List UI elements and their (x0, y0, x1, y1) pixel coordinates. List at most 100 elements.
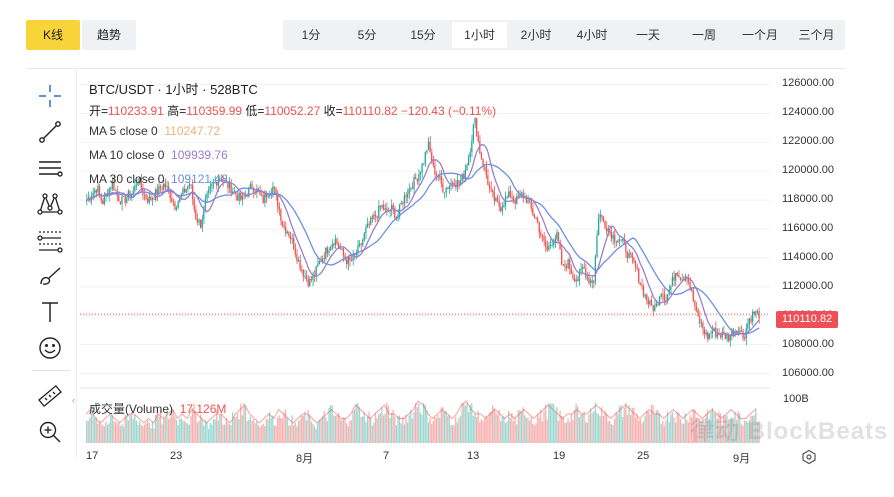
candle-body (333, 244, 335, 246)
volume-bar (241, 415, 243, 443)
volume-bar (201, 419, 203, 443)
volume-bar (708, 418, 710, 443)
volume-bar (429, 418, 431, 443)
volume-bar (726, 415, 728, 443)
ma10-row: MA 10 close 0 109939.76 (89, 148, 228, 162)
volume-bar (145, 423, 147, 443)
candle-body (267, 195, 269, 198)
candle-body (650, 300, 653, 306)
volume-bar (660, 423, 662, 443)
price-chart[interactable] (80, 70, 770, 445)
tab-kline[interactable]: K线 (26, 20, 80, 50)
candle-body (182, 188, 184, 195)
volume-bar (164, 417, 166, 443)
ruler-icon[interactable] (36, 382, 64, 410)
volume-bar (360, 417, 362, 443)
timeframe-1mo[interactable]: 一个月 (741, 28, 778, 42)
volume-bar (374, 412, 377, 443)
candle-body (384, 208, 386, 210)
emoji-icon[interactable] (36, 334, 64, 362)
candle-body (352, 254, 354, 261)
candle-body (593, 280, 595, 283)
crosshair-icon[interactable] (36, 82, 64, 110)
time-tick-label: 23 (170, 450, 183, 462)
trend-line-icon[interactable] (36, 118, 64, 146)
candle-body (203, 206, 205, 220)
volume-bar (488, 412, 491, 443)
collapse-toolbar-arrow[interactable]: ‹ (72, 395, 75, 405)
volume-bar (501, 416, 503, 443)
candle-body (448, 185, 450, 189)
candle-body (748, 318, 751, 324)
candle-body (175, 207, 178, 210)
chart-settings-icon[interactable] (801, 449, 817, 465)
volume-bar (743, 420, 746, 443)
volume-bar (256, 421, 258, 443)
volume-bar (729, 418, 731, 443)
volume-bar (432, 420, 434, 443)
volume-bar (113, 420, 115, 443)
volume-bar (655, 410, 657, 443)
volume-bar (747, 422, 749, 443)
volume-bar (687, 422, 690, 443)
time-tick-label: 25 (637, 450, 650, 462)
timeframe-1d[interactable]: 一天 (635, 28, 660, 42)
volume-bar (469, 404, 471, 443)
candle-body (373, 214, 375, 219)
volume-bar (671, 411, 674, 443)
timeframe-15m[interactable]: 15分 (410, 28, 436, 42)
candle-body (386, 208, 388, 211)
volume-bar (573, 409, 576, 443)
volume-bar (382, 415, 385, 443)
candle-body (613, 234, 616, 242)
candle-body (697, 309, 699, 317)
volume-bar (276, 417, 279, 443)
timeframe-5m[interactable]: 5分 (357, 28, 377, 42)
volume-bar (286, 418, 288, 443)
candle-body (517, 196, 519, 198)
volume-bar (631, 407, 633, 443)
candle-body (424, 152, 426, 164)
candle-body (161, 188, 163, 190)
volume-bar (527, 417, 529, 443)
volume-bar (142, 426, 144, 443)
timeframe-1w[interactable]: 一周 (691, 28, 716, 42)
candle-body (707, 332, 709, 340)
candle-body (695, 306, 698, 310)
volume-bar (289, 425, 292, 443)
candle-body (353, 254, 356, 256)
volume-bar (284, 409, 287, 443)
candle-body (408, 188, 410, 195)
volume-bar (495, 412, 497, 443)
candle-body (528, 200, 531, 202)
volume-bar (155, 414, 157, 443)
candle-body (278, 206, 280, 210)
zoom-in-icon[interactable] (36, 418, 64, 446)
volume-bar (535, 423, 537, 443)
timeframe-3mo[interactable]: 三个月 (798, 28, 835, 42)
brush-icon[interactable] (36, 262, 64, 290)
candle-body (305, 275, 308, 280)
candle-body (644, 295, 646, 297)
pattern-icon[interactable] (36, 190, 64, 218)
fibonacci-icon[interactable] (36, 226, 64, 254)
candle-body (142, 187, 144, 195)
candle-body (225, 180, 227, 182)
tab-trend[interactable]: 趋势 (82, 20, 136, 50)
candle-body (334, 239, 337, 246)
timeframe-4h[interactable]: 4小时 (576, 28, 608, 42)
volume-bar (519, 410, 521, 443)
volume-bar (297, 420, 300, 443)
volume-bar (312, 423, 314, 443)
candle-body (753, 311, 755, 314)
text-tool-icon[interactable] (36, 298, 64, 326)
timeframe-2h[interactable]: 2小时 (520, 28, 552, 42)
candle-body (634, 261, 637, 267)
volume-label: 成交量(Volume) (89, 402, 174, 416)
horizontal-lines-icon[interactable] (36, 154, 64, 182)
timeframe-1h[interactable]: 1小时 (452, 22, 507, 48)
candle-body (708, 333, 710, 340)
price-tick-label: 122000.00 (782, 135, 834, 148)
volume-bar (755, 408, 757, 443)
timeframe-1m[interactable]: 1分 (301, 28, 321, 42)
